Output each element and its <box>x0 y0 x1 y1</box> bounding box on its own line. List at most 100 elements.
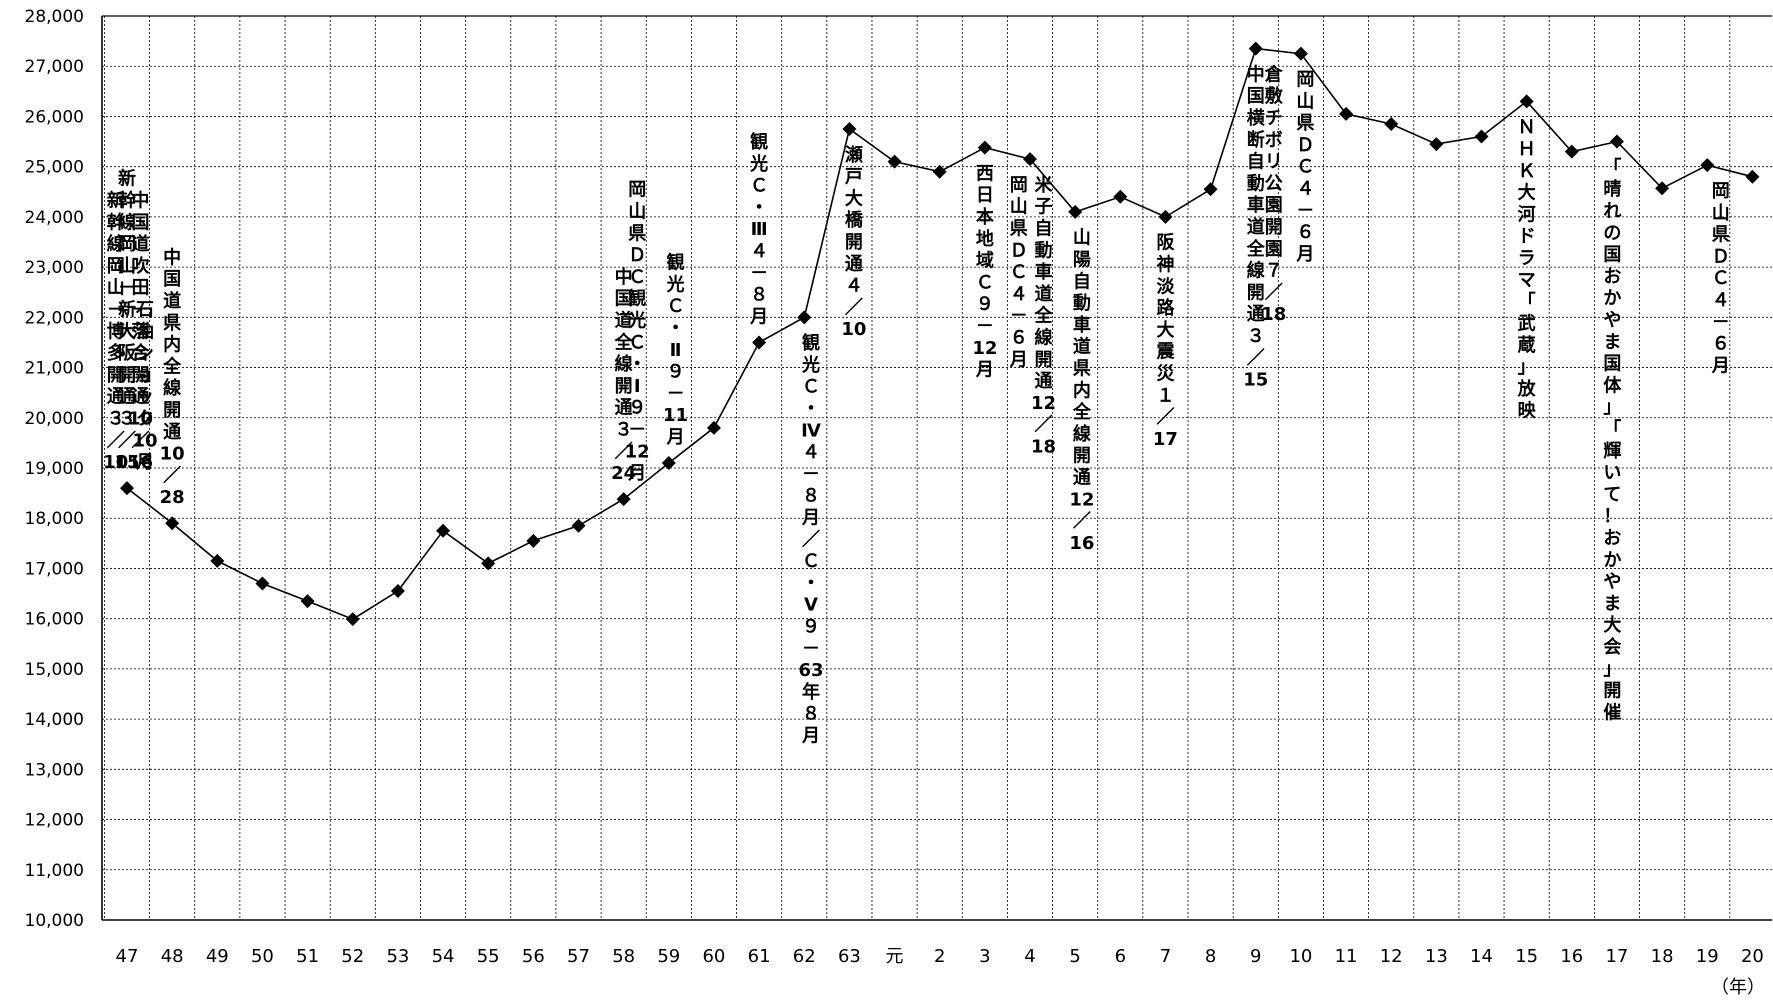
annotation-1: 石油ショック 10 月 <box>133 300 158 474</box>
x-tick-label: 6 <box>1115 946 1126 967</box>
data-point-marker <box>1700 158 1715 173</box>
annotation-4: 中国道県内全線開通 10 ／ 28 <box>160 246 185 508</box>
annotation-5: 中国道全線開通３／ 24 <box>611 266 636 484</box>
data-point-marker <box>1429 137 1444 152</box>
y-tick-label: 23,000 <box>25 258 84 278</box>
y-tick-label: 17,000 <box>25 559 84 579</box>
x-tick-label: 7 <box>1160 946 1171 967</box>
data-point-marker <box>887 154 902 169</box>
x-tick-label: 60 <box>702 946 725 967</box>
data-point-marker <box>210 553 225 568</box>
data-point-marker <box>616 492 631 507</box>
data-point-marker <box>1203 182 1218 197</box>
x-tick-label: 50 <box>251 946 274 967</box>
y-tick-label: 20,000 <box>25 409 84 429</box>
data-point-marker <box>977 140 992 155</box>
x-tick-label: 53 <box>386 946 409 967</box>
data-point-marker <box>842 122 857 136</box>
y-tick-label: 25,000 <box>25 158 84 178</box>
data-point-marker <box>752 335 767 350</box>
annotation-21: 岡山県ＤＣ４－６月 <box>1711 181 1730 376</box>
y-tick-label: 11,000 <box>25 861 84 881</box>
x-tick-label: 59 <box>657 946 680 967</box>
y-tick-label: 21,000 <box>25 359 84 379</box>
x-tick-label: 48 <box>161 946 184 967</box>
annotation-3: 中国道吹田－落合開通 10 ／ 16 <box>128 190 153 474</box>
x-tick-label: 5 <box>1069 946 1080 967</box>
data-point-marker <box>1023 152 1037 167</box>
data-point-marker <box>571 518 586 533</box>
y-tick-label: 14,000 <box>25 710 84 730</box>
data-point-marker <box>1248 41 1263 56</box>
data-point-marker <box>661 455 676 470</box>
data-point-marker <box>1384 116 1399 131</box>
annotation-10: 瀬戸大橋開通４／ 10 <box>841 145 866 340</box>
annotation-9: 観光Ｃ・ Ⅳ ４－８月／Ｃ・ Ⅴ ９－ 63 年８月 <box>798 332 823 746</box>
series-markers <box>120 41 1760 627</box>
annotation-14: 山陽自動車道県内全線開通 12 ／ 16 <box>1069 228 1094 554</box>
data-point-marker <box>390 584 405 599</box>
y-tick-label: 24,000 <box>25 208 84 228</box>
x-tick-label: 9 <box>1250 946 1261 967</box>
y-tick-label: 18,000 <box>25 509 84 529</box>
y-tick-label: 22,000 <box>25 308 84 328</box>
x-tick-label: 16 <box>1560 946 1583 967</box>
data-point-marker <box>345 612 360 627</box>
data-point-marker <box>1474 129 1489 144</box>
grid <box>102 16 1772 920</box>
data-point-marker <box>1339 106 1354 121</box>
x-tick-label: 56 <box>522 946 545 967</box>
x-tick-label: 17 <box>1605 946 1628 967</box>
data-point-marker <box>165 516 180 531</box>
x-tick-label: 54 <box>432 946 455 967</box>
annotation-18: 岡山県ＤＣ４－６月 <box>1295 70 1314 265</box>
data-point-marker <box>932 164 947 179</box>
axes <box>101 15 1772 921</box>
data-point-marker <box>255 576 270 591</box>
x-tick-label: 13 <box>1425 946 1448 967</box>
y-tick-label: 27,000 <box>25 57 84 77</box>
data-point-marker <box>1519 94 1534 109</box>
x-tick-label: 63 <box>838 946 861 967</box>
data-point-marker <box>1564 144 1579 159</box>
data-point-marker <box>481 556 496 571</box>
annotation-6: 岡山県ＤＣ観光Ｃ・ Ⅰ ９－ 12 月 <box>625 180 650 484</box>
x-tick-label: 14 <box>1470 946 1493 967</box>
x-tick-label: 58 <box>612 946 635 967</box>
x-tick-label: 55 <box>477 946 500 967</box>
annotation-17: 倉敷チボリ公園開園７／ 18 <box>1261 63 1286 325</box>
x-tick-label: 57 <box>567 946 590 967</box>
data-point-marker <box>526 533 541 548</box>
plot-area <box>102 16 1772 920</box>
x-tick-label: 8 <box>1205 946 1216 967</box>
data-point-marker <box>1158 209 1173 224</box>
data-point-marker <box>300 594 315 609</box>
annotation-13: 米子自動車道全線開通 12 ／ 18 <box>1031 174 1056 458</box>
annotation-11: 西日本地域Ｃ９－ 12 月 <box>972 163 997 380</box>
x-tick-label: 10 <box>1289 946 1312 967</box>
annotation-20: 「晴れの国おかやま国体」「輝いて！おかやま大会」開催 <box>1603 156 1622 723</box>
x-tick-label: 52 <box>341 946 364 967</box>
data-point-marker <box>1609 134 1624 149</box>
data-point-marker <box>1293 46 1308 61</box>
x-tick-label: 47 <box>116 946 139 967</box>
x-tick-label: 61 <box>748 946 771 967</box>
y-tick-label: 26,000 <box>25 107 84 127</box>
y-tick-label: 16,000 <box>25 610 84 630</box>
data-point-marker <box>436 523 451 538</box>
y-tick-label: 28,000 <box>25 7 84 27</box>
x-tick-label: 51 <box>296 946 319 967</box>
x-tick-label: 18 <box>1651 946 1674 967</box>
data-point-marker <box>1745 169 1760 184</box>
y-tick-label: 12,000 <box>25 811 84 831</box>
x-tick-label: 49 <box>206 946 229 967</box>
x-tick-label: 19 <box>1696 946 1719 967</box>
data-point-marker <box>1655 181 1670 196</box>
annotation-19: ＮＨＫ大河ドラマ「武蔵」放映 <box>1517 117 1537 421</box>
data-point-marker <box>797 310 812 325</box>
y-tick-label: 10,000 <box>25 911 84 931</box>
annotation-2: 新幹線岡山－博多開通３／ 10 <box>103 190 128 474</box>
